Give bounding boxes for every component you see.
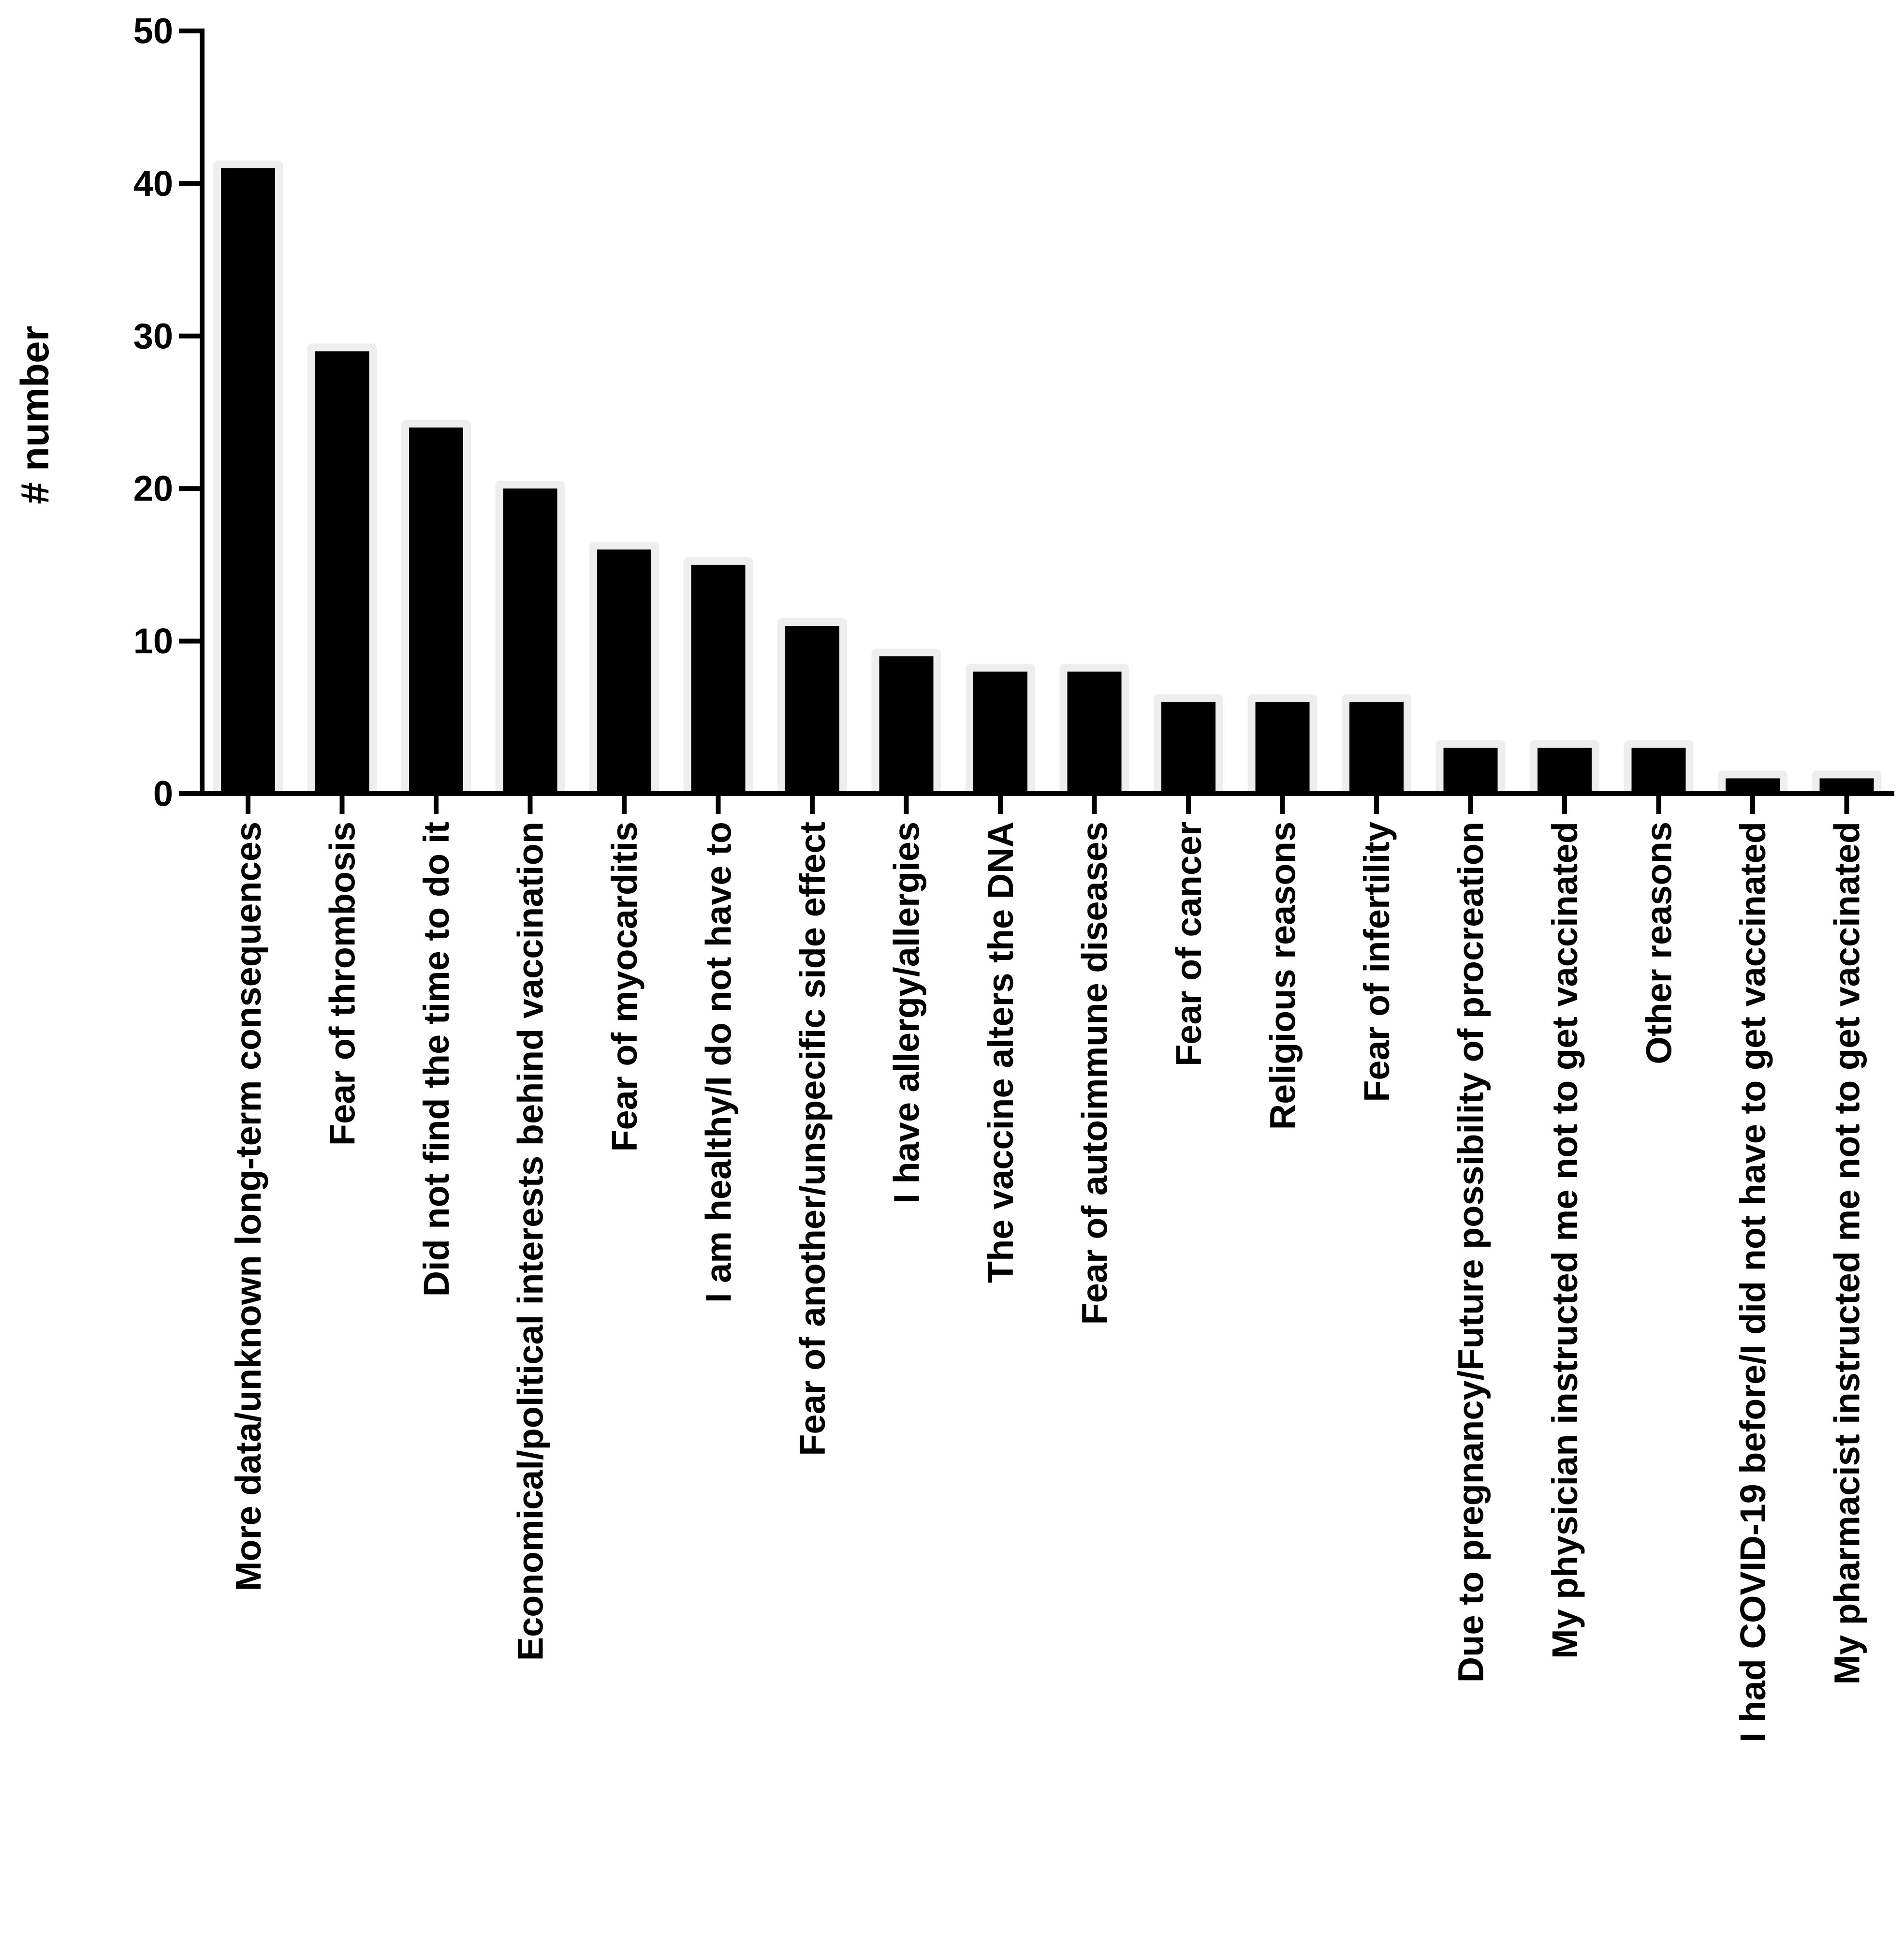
x-tick-label: Fear of another/unspecific side effect (792, 822, 833, 1456)
y-tick-label: 10 (133, 621, 173, 661)
y-tick-label: 40 (133, 163, 173, 204)
bar (1538, 748, 1592, 794)
x-tick-label: Fear of thrombosis (322, 822, 363, 1146)
y-tick-label: 50 (133, 11, 173, 51)
bar (1349, 702, 1404, 794)
bar (221, 168, 275, 794)
x-tick-label: My pharmacist instructed me not to get v… (1827, 822, 1867, 1685)
bar (1255, 702, 1310, 794)
bar (1443, 748, 1498, 794)
bar (1819, 778, 1874, 794)
bar (1161, 702, 1216, 794)
x-tick-label: I am healthy/I do not have to (699, 822, 739, 1303)
bar (315, 351, 369, 794)
bar (597, 549, 651, 794)
bar (409, 428, 463, 794)
x-tick-label: Due to pregnancy/Future possibility of p… (1451, 822, 1491, 1682)
bar (785, 626, 839, 794)
x-tick-label: Economical/political interests behind va… (511, 822, 551, 1661)
x-tick-label: Fear of myocarditis (604, 822, 644, 1152)
y-tick-label: 0 (153, 774, 173, 814)
bar (1067, 671, 1122, 794)
x-tick-label: I had COVID-19 before/I did not have to … (1733, 822, 1773, 1742)
y-tick-label: 30 (133, 316, 173, 356)
x-axis: More data/unknown long-term consequences… (200, 791, 1894, 1742)
y-ticks: 0 10 20 30 40 50 (133, 11, 202, 814)
y-axis: 0 10 20 30 40 50 (133, 11, 205, 814)
y-axis-title: # number (13, 325, 57, 504)
x-tick-label: My physician instructed me not to get va… (1545, 822, 1585, 1659)
bars-group (213, 160, 1882, 794)
x-tick-label: Fear of infertility (1357, 822, 1397, 1102)
bar (503, 488, 557, 794)
x-tick-label: Other reasons (1639, 822, 1679, 1064)
x-tick-label: Fear of autoimmune diseases (1075, 822, 1115, 1325)
x-tick-label: Fear of cancer (1169, 822, 1209, 1066)
bar (1726, 778, 1780, 794)
x-ticks: More data/unknown long-term consequences… (228, 794, 1867, 1742)
bar (1631, 748, 1686, 794)
x-tick-label: More data/unknown long-term consequences (228, 822, 268, 1591)
x-tick-label: I have allergy/allergies (887, 822, 927, 1204)
x-tick-label: Did not find the time to do it (416, 822, 456, 1297)
bar (879, 656, 934, 794)
y-tick-label: 20 (133, 469, 173, 509)
x-tick-label: Religious reasons (1263, 822, 1303, 1130)
bar (691, 564, 746, 794)
x-tick-label: The vaccine alters the DNA (981, 822, 1021, 1283)
bar (973, 671, 1027, 794)
